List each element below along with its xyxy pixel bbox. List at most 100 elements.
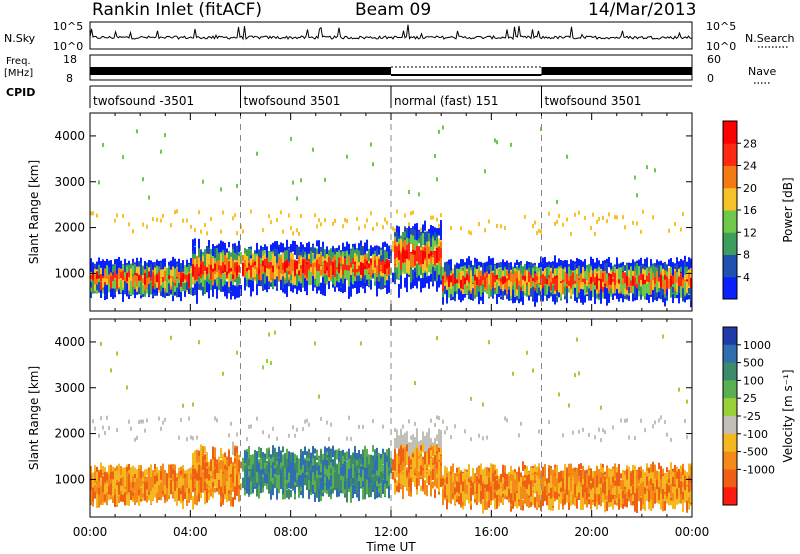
power-cell (420, 236, 422, 248)
power-cell (344, 269, 346, 279)
power-cell (252, 267, 254, 278)
power-cell (232, 260, 234, 275)
power-cell (460, 291, 462, 303)
power-cell (164, 133, 166, 138)
power-cell (204, 279, 206, 293)
power-cell (286, 285, 288, 297)
power-cell (392, 226, 394, 231)
power-cell (310, 253, 312, 265)
power-cell (556, 199, 558, 204)
power-cell (508, 289, 510, 301)
power-cell (394, 249, 396, 263)
power-cell (486, 265, 488, 274)
power-cell (318, 240, 320, 247)
power-cell (536, 231, 538, 236)
power-cell (284, 250, 286, 263)
power-cell (154, 267, 156, 278)
power-cell (628, 293, 630, 301)
power-cell (494, 285, 496, 295)
power-cell (292, 259, 294, 274)
power-cell (130, 281, 132, 296)
power-cell (412, 210, 414, 215)
power-cell (328, 257, 330, 263)
power-cell (420, 278, 422, 284)
power-cell (460, 226, 462, 231)
power-cell (428, 275, 430, 289)
power-cell (448, 283, 450, 298)
power-cell (532, 263, 534, 271)
power-cell (408, 235, 410, 243)
power-cell (208, 240, 210, 248)
power-cell (482, 273, 484, 279)
power-cell (332, 275, 334, 285)
power-cell (266, 268, 268, 277)
power-cell (602, 272, 604, 282)
power-cell (370, 142, 372, 147)
power-cell (408, 260, 410, 275)
power-cell (282, 268, 284, 274)
power-cell (508, 279, 510, 287)
power-cell (584, 268, 586, 282)
power-cell (558, 258, 560, 267)
power-cell (440, 220, 442, 234)
power-cell (400, 238, 402, 252)
power-cell (348, 286, 350, 299)
power-cell (348, 244, 350, 252)
power-cell (396, 257, 398, 271)
power-cell (460, 287, 462, 294)
power-cell (366, 260, 368, 267)
power-cell (152, 272, 154, 287)
power-cell (114, 271, 116, 277)
power-cell (230, 256, 232, 268)
power-cell (418, 252, 420, 265)
power-cell (436, 274, 438, 288)
power-cell (596, 261, 598, 269)
power-cell (170, 278, 172, 287)
power-cell (304, 278, 306, 292)
power-cell (554, 289, 556, 301)
power-cell (176, 268, 178, 278)
power-cell (156, 217, 158, 222)
power-cell (248, 248, 250, 261)
power-cell (216, 272, 218, 278)
power-cell (436, 217, 438, 222)
power-cell (364, 224, 366, 229)
power-cell (218, 269, 220, 282)
power-cell (90, 282, 92, 288)
power-cell (230, 252, 232, 260)
power-cell (320, 282, 322, 294)
power-cell (558, 268, 560, 283)
power-cell (290, 244, 292, 253)
power-cell (616, 260, 618, 271)
power-cell (370, 265, 372, 276)
power-cell (420, 267, 422, 276)
power-cell (548, 267, 550, 275)
power-cell (314, 258, 316, 272)
power-cell (282, 244, 284, 259)
power-cell (612, 271, 614, 277)
power-cell (590, 287, 592, 301)
power-cell (262, 266, 264, 273)
power-cell (102, 142, 104, 147)
power-cell (438, 228, 440, 236)
power-cell (190, 279, 192, 286)
power-cell (486, 277, 488, 291)
power-cell (422, 233, 424, 245)
power-cell (602, 216, 604, 221)
freq-band-1 (90, 67, 391, 75)
power-cell (190, 267, 192, 274)
power-cell (252, 280, 254, 292)
power-cell (274, 253, 276, 268)
power-cell (436, 250, 438, 264)
power-cell (368, 263, 370, 272)
power-cell (504, 261, 506, 268)
power-cell (332, 252, 334, 262)
power-cell (416, 274, 418, 282)
power-cell (534, 220, 536, 225)
power-cell (98, 180, 100, 185)
power-cell (406, 250, 408, 259)
power-cell (488, 284, 490, 298)
power-cell (518, 280, 520, 290)
power-cell (214, 273, 216, 280)
power-cell (346, 154, 348, 159)
